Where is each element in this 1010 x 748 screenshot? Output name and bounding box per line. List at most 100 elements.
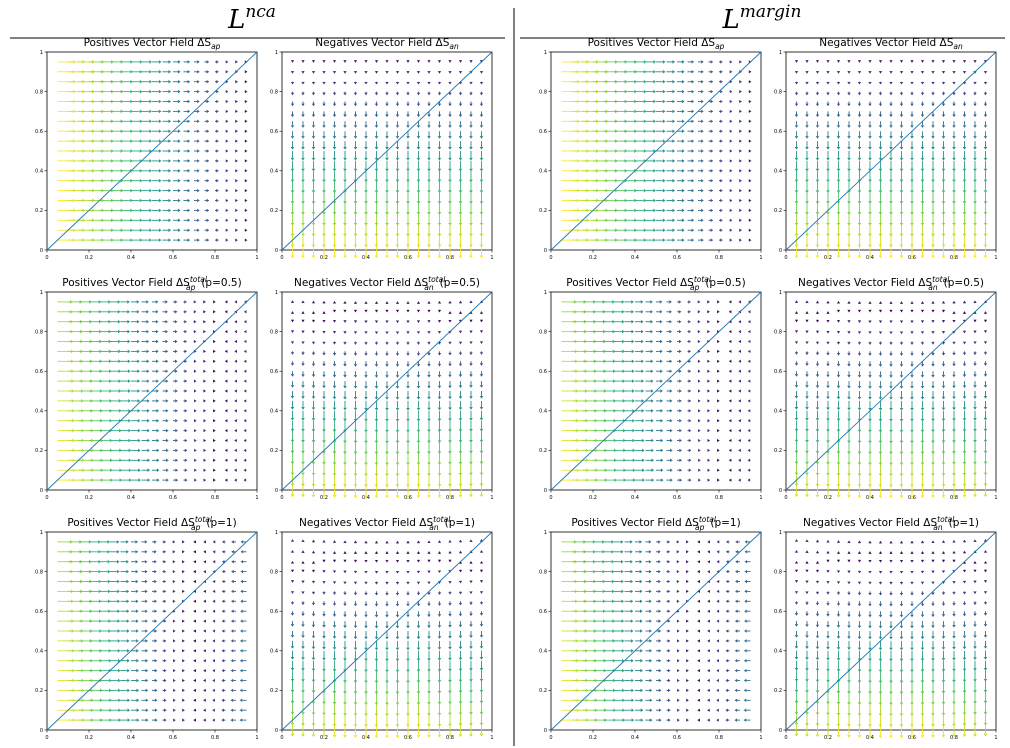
panel-margin-positive-p0-xtick-label: 0.8 xyxy=(715,255,723,261)
field-arrow xyxy=(322,160,326,172)
field-arrow xyxy=(141,218,152,223)
field-arrow xyxy=(225,99,229,104)
field-arrow xyxy=(322,91,326,96)
field-arrow xyxy=(343,81,347,85)
field-arrow xyxy=(194,188,200,193)
field-arrow xyxy=(162,89,172,94)
field-arrow xyxy=(332,81,337,85)
field-arrow xyxy=(332,101,337,107)
field-arrow xyxy=(322,170,326,183)
field-arrow xyxy=(162,79,172,84)
field-arrow xyxy=(152,168,162,173)
panel-margin-positive-p1-ytick-label: 0.4 xyxy=(539,649,547,655)
field-arrow xyxy=(353,141,358,150)
field-arrow xyxy=(322,81,326,85)
field-arrow xyxy=(311,60,316,63)
panel-margin-negative-p05-ytick-label: 1 xyxy=(779,290,782,296)
panel-nca-positive-p05-ytick-label: 0.2 xyxy=(35,448,43,454)
field-arrow xyxy=(215,149,219,153)
panel-nca-positive-p0-ytick-label: 0.2 xyxy=(35,208,43,214)
field-arrow xyxy=(385,151,389,161)
field-arrow xyxy=(141,198,152,203)
panel-nca-negative-p05-xtick-label: 1 xyxy=(490,495,493,501)
field-arrow xyxy=(225,60,229,64)
field-arrow xyxy=(301,81,305,85)
field-arrow xyxy=(183,169,191,173)
field-arrow xyxy=(301,160,305,172)
field-arrow xyxy=(152,129,162,134)
panel-nca-negative-p0-ytick-label: 0.2 xyxy=(270,208,278,214)
column-title-nca-sup: nca xyxy=(245,2,276,22)
field-arrow xyxy=(343,111,347,118)
field-arrow xyxy=(183,70,191,74)
panel-margin-positive-p1-xtick-label: 1 xyxy=(759,735,762,741)
panel-nca-positive-p05-xtick-label: 0.2 xyxy=(85,495,93,501)
field-arrow xyxy=(385,141,389,150)
panel-nca-negative-p1-title-text: Negatives Vector Field ΔS xyxy=(299,517,433,529)
field-arrow xyxy=(332,160,337,172)
field-arrow xyxy=(343,71,347,74)
field-arrow xyxy=(311,180,316,194)
field-arrow xyxy=(395,141,400,150)
panel-margin-positive-p05-ytick-label: 1 xyxy=(544,290,547,296)
panel-nca-positive-p1-ytick-label: 0.8 xyxy=(35,569,43,575)
panel-nca-negative-p0-ytick-label: 0.8 xyxy=(270,89,278,95)
field-arrow xyxy=(322,111,326,118)
panel-margin-negative-p0-title-sub: an xyxy=(953,42,963,51)
field-arrow xyxy=(215,169,219,173)
field-arrow xyxy=(225,198,229,203)
panel-margin-negative-p1-xtick-label: 0 xyxy=(784,735,787,741)
panel-nca-positive-p0-title: Positives Vector Field ΔSap xyxy=(84,37,221,51)
field-arrow xyxy=(173,129,181,133)
field-arrow xyxy=(131,168,143,173)
field-arrow xyxy=(194,60,200,64)
field-arrow xyxy=(244,179,248,183)
field-arrow xyxy=(183,89,191,94)
field-arrow xyxy=(194,149,200,153)
field-arrow xyxy=(235,119,238,123)
field-arrow xyxy=(244,119,248,123)
panel-nca-positive-p05-title-text: Positives Vector Field ΔS xyxy=(62,277,190,289)
field-arrow xyxy=(215,80,219,84)
panel-margin-positive-p1: Positives Vector Field ΔStotal ap (p=1)0 0.… xyxy=(539,515,763,741)
panel-nca-positive-p0-arrows xyxy=(57,59,248,243)
field-arrow xyxy=(204,238,210,242)
panel-nca-positive-p0-xtick-label: 1 xyxy=(255,255,258,261)
field-arrow xyxy=(194,228,200,232)
panel-margin-negative-p05-title: Negatives Vector Field ΔStotal an (p=0.5) xyxy=(798,275,984,292)
field-arrow xyxy=(322,101,326,107)
panel-nca-positive-p1-title-sub: ap xyxy=(191,523,201,532)
field-arrow xyxy=(152,198,162,203)
field-arrow xyxy=(141,129,152,134)
field-arrow xyxy=(364,131,368,139)
panel-nca-negative-p0-xtick-label: 1 xyxy=(490,255,493,261)
field-arrow xyxy=(343,160,347,172)
field-arrow xyxy=(173,228,181,232)
field-arrow xyxy=(290,170,295,183)
panel-nca-positive-p0-diagonal-line xyxy=(46,51,258,251)
field-arrow xyxy=(353,160,358,172)
field-arrow xyxy=(131,188,143,193)
field-arrow xyxy=(131,60,143,64)
field-arrow xyxy=(353,121,358,128)
panel-nca-positive-p1-xtick-label: 0 xyxy=(45,735,48,741)
panel-nca-negative-p1-ytick-label: 0.4 xyxy=(270,649,278,655)
field-arrow xyxy=(353,180,358,194)
panel-margin-negative-p1-title-suffix: (p=1) xyxy=(949,517,979,529)
panel-margin-positive-p0-ytick-label: 0 xyxy=(544,248,547,254)
field-arrow xyxy=(183,188,191,193)
field-arrow xyxy=(194,99,200,104)
panel-margin-negative-p05: Negatives Vector Field ΔStotal an (p=0.5)0… xyxy=(774,275,998,501)
field-arrow xyxy=(215,109,219,114)
field-arrow xyxy=(353,91,358,96)
column-title-nca-base: L xyxy=(227,5,245,35)
field-arrow xyxy=(215,129,219,133)
field-arrow xyxy=(131,109,143,114)
panel-nca-positive-p05-ytick-label: 0.4 xyxy=(35,409,43,415)
panel-margin-positive-p1-title: Positives Vector Field ΔStotal ap (p=1) xyxy=(571,515,740,532)
panel-nca-positive-p0-xtick-label: 0 xyxy=(45,255,48,261)
field-arrow xyxy=(244,228,248,232)
field-arrow xyxy=(235,80,238,84)
field-arrow xyxy=(131,208,143,213)
